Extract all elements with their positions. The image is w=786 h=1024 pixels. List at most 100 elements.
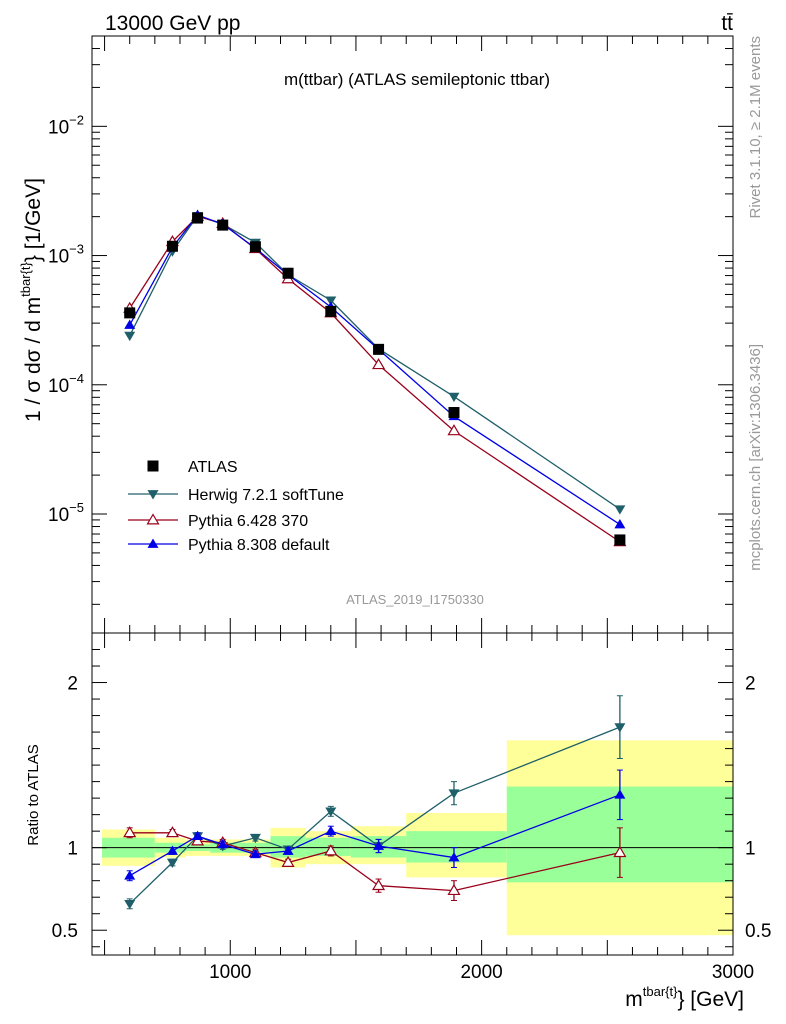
main-axis-ticks: 10−210−310−410−5 <box>48 35 734 633</box>
ratio-point <box>614 723 626 733</box>
ratio-point <box>447 883 461 896</box>
data-point <box>614 534 626 546</box>
ratio-bands <box>92 740 733 936</box>
ratio-point <box>373 840 385 850</box>
series-line <box>129 215 621 510</box>
rivet-version: Rivet 3.1.10, ≥ 2.1M events <box>747 36 764 219</box>
main-y-tick-label: 10−3 <box>48 242 84 268</box>
ratio-frame <box>91 632 734 956</box>
data-point <box>325 305 337 317</box>
ratio-point <box>249 848 261 859</box>
ratio-point <box>448 789 460 799</box>
legend-label: Pythia 6.428 370 <box>188 513 308 530</box>
ratio-point <box>124 899 136 910</box>
ratio-point <box>166 845 178 855</box>
data-point <box>192 212 204 224</box>
data-point <box>614 505 626 515</box>
ratio-point <box>325 807 337 817</box>
main-y-tick-exp: −2 <box>69 112 84 127</box>
x-tick-label: 2000 <box>460 962 502 983</box>
legend-label: Herwig 7.2.1 softTune <box>188 487 344 504</box>
main-y-label-tail: } [1/GeV] <box>22 178 45 262</box>
header-process: tt̄ <box>721 12 733 35</box>
data-point <box>325 296 337 306</box>
data-point <box>124 331 136 342</box>
ratio-point <box>325 825 337 836</box>
ratio-line <box>129 726 621 905</box>
x-tick-label: 3000 <box>712 962 754 983</box>
data-point <box>282 267 294 279</box>
main-y-tick-base: 10 <box>48 505 69 526</box>
ratio-point <box>372 878 386 891</box>
data-point <box>249 241 261 253</box>
ratio-line <box>129 794 621 877</box>
legend-label: Pythia 8.308 default <box>188 537 330 554</box>
legend-marker <box>146 513 160 525</box>
main-y-tick-label: 10−4 <box>48 371 84 397</box>
data-point <box>447 424 461 436</box>
data-point <box>373 343 385 355</box>
ratio-point <box>217 838 229 849</box>
ratio-point <box>613 845 627 858</box>
data-point <box>217 219 229 231</box>
ratio-point <box>165 826 179 838</box>
main-y-tick-base: 10 <box>48 247 69 268</box>
main-y-label-main: 1 / σ dσ / d m <box>22 297 45 422</box>
data-point <box>124 319 136 329</box>
legend-marker <box>147 460 159 472</box>
main-y-label-sup: tbar{t} <box>18 261 33 296</box>
x-axis-label: mtbar{t}} [GeV] <box>625 984 744 1011</box>
data-point <box>448 407 460 419</box>
ratio-point <box>191 834 205 846</box>
ratio-point <box>166 858 178 869</box>
ratio-y-tick-label: 2 <box>67 674 78 695</box>
ratio-point <box>192 830 204 840</box>
ratio-line <box>129 832 621 892</box>
main-y-label: 1 / σ dσ / d mtbar{t}} [1/GeV] <box>18 178 45 422</box>
main-series <box>123 209 627 547</box>
chart-title: m(ttbar) (ATLAS semileptonic ttbar) <box>284 70 550 89</box>
legend-marker <box>147 538 159 548</box>
main-y-tick-exp: −5 <box>69 500 84 515</box>
analysis-watermark: ATLAS_2019_I1750330 <box>346 592 484 607</box>
series-line <box>129 215 621 543</box>
ratio-y-tick-label-right: 1 <box>745 839 756 860</box>
data-point <box>448 392 460 403</box>
data-point <box>372 358 386 370</box>
main-y-tick-base: 10 <box>48 117 69 138</box>
data-point <box>614 518 626 529</box>
ratio-y-label: Ratio to ATLAS <box>25 744 42 845</box>
series-atlas <box>124 212 626 546</box>
ratio-point <box>123 826 137 838</box>
main-y-tick-exp: −4 <box>69 371 84 386</box>
ratio-point <box>448 852 460 862</box>
ratio-series-pythia <box>124 769 626 882</box>
ratio-y-tick-label-right: 0.5 <box>745 921 771 942</box>
ratio-y-tick-label: 1 <box>67 839 78 860</box>
legend-marker <box>147 490 159 500</box>
ratio-point <box>281 855 295 867</box>
x-tick-label: 1000 <box>209 962 251 983</box>
ratio-series <box>123 695 627 910</box>
ratio-point <box>614 789 626 799</box>
ratio-axis-ticks: 0.5 0.5 1 1 2 2 1000 2000 3000 <box>52 632 771 983</box>
ratio-y-tick-label: 0.5 <box>52 921 78 942</box>
mcplots-credit: mcplots.cern.ch [arXiv:1306.3436] <box>747 344 764 571</box>
ratio-point <box>249 833 261 844</box>
header-energy: 13000 GeV pp <box>105 12 240 35</box>
data-point <box>166 240 178 252</box>
main-y-tick-label: 10−2 <box>48 112 84 138</box>
main-y-tick-label: 10−5 <box>48 500 84 526</box>
main-y-tick-exp: −3 <box>69 242 84 257</box>
stat-uncertainty-band <box>305 837 351 856</box>
x-label-sup: tbar{t} <box>643 984 678 999</box>
ratio-point <box>124 870 136 880</box>
ratio-point <box>324 844 338 856</box>
x-label-main: m <box>625 988 643 1011</box>
ratio-y-tick-label-right: 2 <box>745 674 756 695</box>
svg-text:1 / σ dσ / d mtbar{t}} [1/GeV]: 1 / σ dσ / d mtbar{t}} [1/GeV] <box>18 178 45 422</box>
series-line <box>129 214 621 526</box>
data-point <box>124 307 136 319</box>
legend-label: ATLAS <box>188 459 238 476</box>
